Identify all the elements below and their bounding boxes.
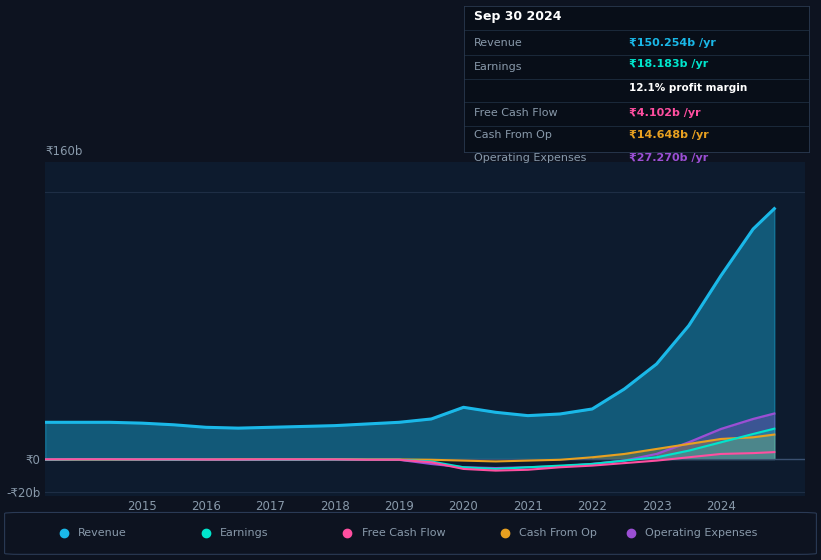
- Text: Sep 30 2024: Sep 30 2024: [475, 10, 562, 23]
- Text: ₹27.270b /yr: ₹27.270b /yr: [630, 153, 709, 163]
- Text: Revenue: Revenue: [475, 38, 523, 48]
- Text: Earnings: Earnings: [220, 529, 268, 538]
- Text: Revenue: Revenue: [78, 529, 126, 538]
- Text: Operating Expenses: Operating Expenses: [645, 529, 758, 538]
- Text: Earnings: Earnings: [475, 62, 523, 72]
- Text: Free Cash Flow: Free Cash Flow: [475, 109, 557, 118]
- Text: ₹14.648b /yr: ₹14.648b /yr: [630, 130, 709, 141]
- Text: Operating Expenses: Operating Expenses: [475, 153, 586, 163]
- Text: 12.1% profit margin: 12.1% profit margin: [630, 83, 748, 93]
- Text: ₹18.183b /yr: ₹18.183b /yr: [630, 59, 709, 69]
- Text: ₹4.102b /yr: ₹4.102b /yr: [630, 109, 701, 118]
- Text: Free Cash Flow: Free Cash Flow: [361, 529, 445, 538]
- Text: Cash From Op: Cash From Op: [519, 529, 597, 538]
- Text: Cash From Op: Cash From Op: [475, 130, 552, 141]
- Text: ₹150.254b /yr: ₹150.254b /yr: [630, 38, 716, 48]
- Text: ₹160b: ₹160b: [45, 145, 83, 158]
